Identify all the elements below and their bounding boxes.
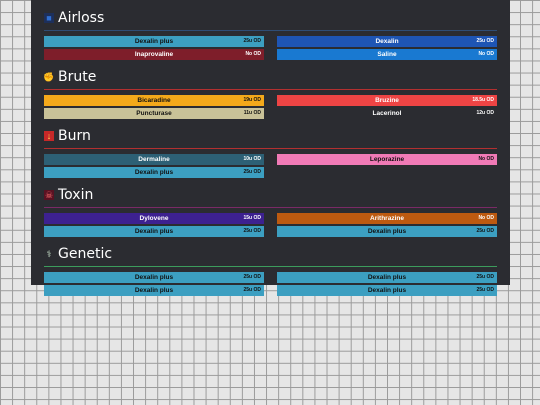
fist-icon: ✊ (43, 72, 55, 82)
overdose-label: 25u OD (243, 274, 261, 280)
reagent-row[interactable]: Dylovene 15u OD (44, 213, 264, 224)
section-divider (44, 266, 497, 267)
section-title: Airloss (58, 10, 105, 26)
reagent-row[interactable]: Arithrazine No OD (277, 213, 497, 224)
reagent-name: Saline (377, 51, 397, 58)
reagent-name: Dexalin plus (134, 38, 174, 45)
overdose-label: 25u OD (476, 287, 494, 293)
section-header: ↓ Burn (44, 124, 497, 148)
reagent-name: Dexalin plus (367, 274, 407, 281)
overdose-label: 25u OD (243, 287, 261, 293)
reagent-name: Dexalin plus (134, 169, 174, 176)
reagent-name: Dylovene (139, 215, 169, 222)
section-title: Genetic (58, 246, 113, 262)
reagent-row[interactable]: Dexalin plus 25u OD (44, 272, 264, 283)
overdose-label: 25u OD (476, 274, 494, 280)
reagent-row[interactable]: Dexalin plus 25u OD (44, 167, 264, 178)
reagent-row[interactable]: Dexalin plus 25u OD (277, 285, 497, 296)
reagent-name: Puncturase (136, 110, 172, 117)
overdose-label: 15u OD (243, 215, 261, 221)
overdose-label: 18.5u OD (472, 97, 494, 103)
overdose-label: No OD (478, 215, 494, 221)
overdose-label: 25u OD (243, 228, 261, 234)
reagent-row[interactable]: Inaprovaline No OD (44, 49, 264, 60)
reagent-name: Dexalin plus (134, 228, 174, 235)
overdose-label: No OD (245, 51, 261, 57)
reagent-name: Dexalin (375, 38, 399, 45)
reagent-name: Bruzine (375, 97, 399, 104)
reagent-name: Lacerinol (372, 110, 402, 117)
overdose-label: No OD (478, 156, 494, 162)
chem-guide-panel: ■ Airloss Dexalin plus 25u OD Dexalin 25u OD I… (31, 0, 510, 296)
reagent-name: Arithrazine (370, 215, 404, 222)
empty-slot (277, 167, 497, 178)
reagent-row[interactable]: Saline No OD (277, 49, 497, 60)
overdose-label: No OD (478, 51, 494, 57)
section-3: ☠ Toxin Dylovene 15u OD Arithrazine No OD Dexa… (44, 183, 497, 237)
reagent-row[interactable]: Dexalin plus 25u OD (277, 272, 497, 283)
reagent-name: Dermaline (138, 156, 170, 163)
overdose-label: 12u OD (476, 110, 494, 116)
reagent-name: Dexalin plus (134, 287, 174, 294)
overdose-label: 25u OD (243, 169, 261, 175)
reagent-grid: Dylovene 15u OD Arithrazine No OD Dexalin pl… (44, 213, 497, 237)
reagent-row[interactable]: Dexalin plus 25u OD (44, 36, 264, 47)
reagent-row[interactable]: Dermaline 10u OD (44, 154, 264, 165)
reagent-row[interactable]: Bicaradine 19u OD (44, 95, 264, 106)
overdose-label: 25u OD (476, 38, 494, 44)
reagent-row[interactable]: Dexalin plus 25u OD (44, 285, 264, 296)
lungs-icon: ■ (44, 13, 54, 23)
section-0: ■ Airloss Dexalin plus 25u OD Dexalin 25u OD I… (44, 6, 497, 60)
section-divider (44, 89, 497, 90)
reagent-grid: Dexalin plus 25u OD Dexalin plus 25u OD Dexa… (44, 272, 497, 296)
overdose-label: 10u OD (243, 156, 261, 162)
reagent-name: Dexalin plus (134, 274, 174, 281)
overdose-label: 19u OD (243, 97, 261, 103)
section-title: Burn (58, 128, 91, 144)
section-4: ⚕ Genetic Dexalin plus 25u OD Dexalin plus 25… (44, 242, 497, 296)
reagent-grid: Bicaradine 19u OD Bruzine 18.5u OD Puncturas… (44, 95, 497, 119)
overdose-label: 11u OD (243, 110, 261, 116)
overdose-label: 25u OD (476, 228, 494, 234)
flame-icon: ↓ (44, 131, 54, 141)
overdose-label: 25u OD (243, 38, 261, 44)
reagent-grid: Dexalin plus 25u OD Dexalin 25u OD Inaproval… (44, 36, 497, 60)
section-header: ✊ Brute (43, 65, 497, 89)
reagent-grid: Dermaline 10u OD Leporazine No OD Dexalin pl… (44, 154, 497, 178)
reagent-row[interactable]: Puncturase 11u OD (44, 108, 264, 119)
section-divider (44, 148, 497, 149)
section-title: Brute (58, 69, 97, 85)
section-title: Toxin (58, 187, 94, 203)
section-header: ☠ Toxin (44, 183, 497, 207)
section-1: ✊ Brute Bicaradine 19u OD Bruzine 18.5u OD Pun… (43, 65, 497, 119)
reagent-name: Bicaradine (137, 97, 171, 104)
section-divider (44, 30, 497, 31)
reagent-row[interactable]: Lacerinol 12u OD (277, 108, 497, 119)
reagent-row[interactable]: Bruzine 18.5u OD (277, 95, 497, 106)
reagent-name: Inaprovaline (134, 51, 174, 58)
reagent-name: Leporazine (369, 156, 405, 163)
reagent-row[interactable]: Dexalin plus 25u OD (44, 226, 264, 237)
dna-icon: ⚕ (46, 249, 52, 259)
reagent-row[interactable]: Dexalin 25u OD (277, 36, 497, 47)
skull-icon: ☠ (44, 190, 54, 200)
reagent-row[interactable]: Leporazine No OD (277, 154, 497, 165)
section-header: ■ Airloss (44, 6, 497, 30)
reagent-name: Dexalin plus (367, 228, 407, 235)
section-2: ↓ Burn Dermaline 10u OD Leporazine No OD Dexal… (44, 124, 497, 178)
section-header: ⚕ Genetic (44, 242, 497, 266)
reagent-row[interactable]: Dexalin plus 25u OD (277, 226, 497, 237)
section-divider (44, 207, 497, 208)
reagent-name: Dexalin plus (367, 287, 407, 294)
